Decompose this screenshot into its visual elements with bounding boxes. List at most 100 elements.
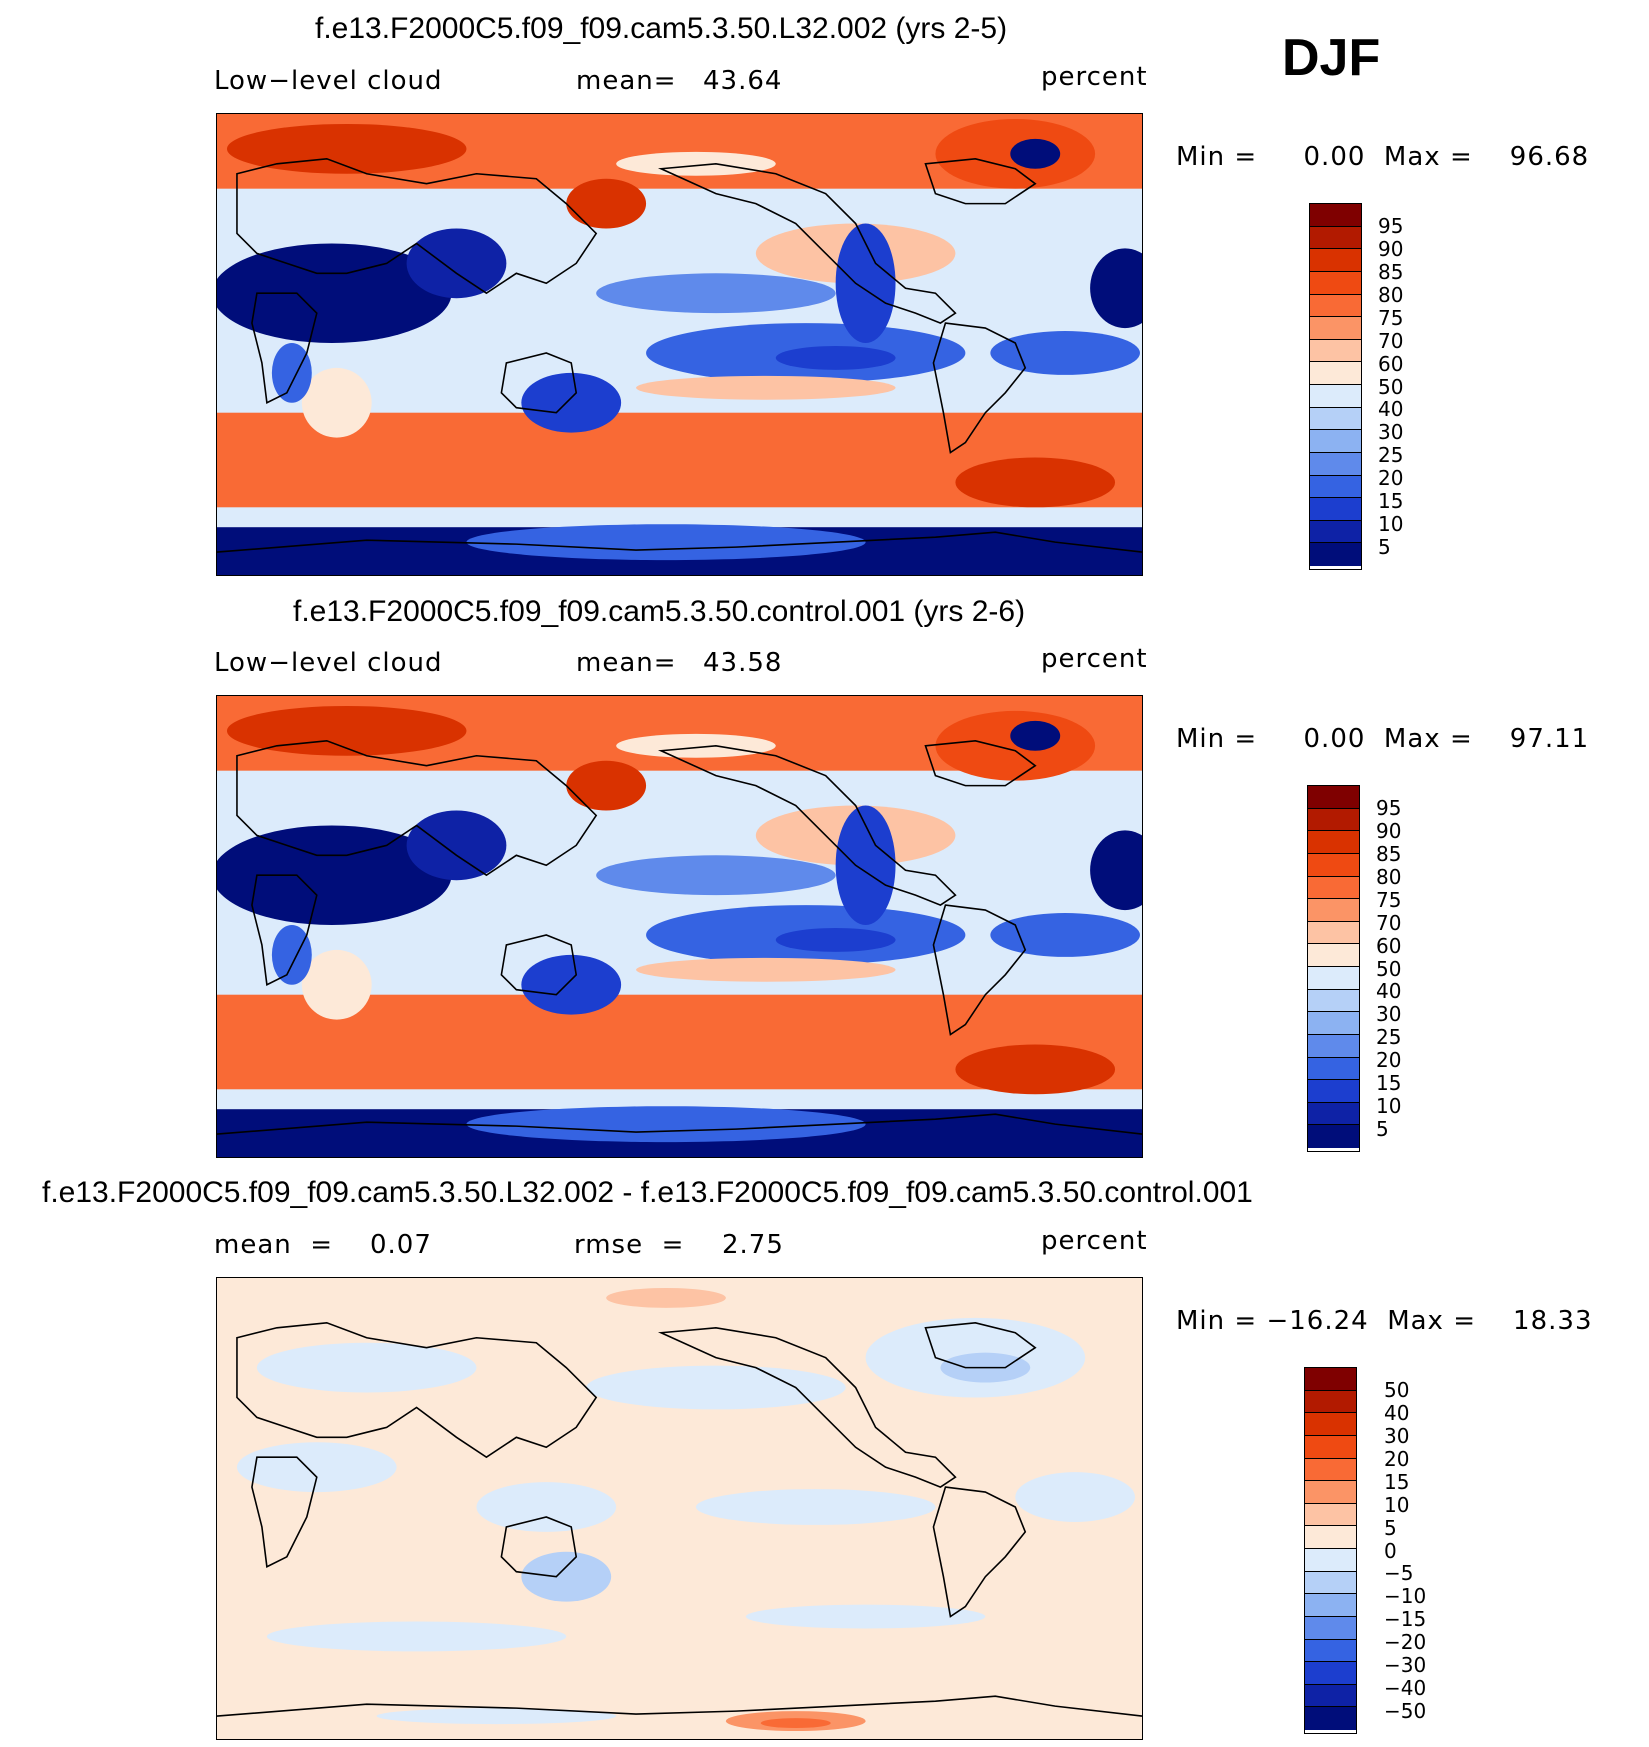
panel-2-map (216, 695, 1143, 1158)
colorbar-label: 30 (1384, 1423, 1410, 1448)
panel-1-map-svg (217, 114, 1142, 575)
colorbar-segment (1305, 1549, 1356, 1572)
colorbar-segment (1308, 1012, 1359, 1035)
colorbar-segment (1308, 921, 1359, 945)
colorbar-label: 5 (1376, 1117, 1389, 1142)
colorbar-label: 40 (1376, 979, 1402, 1004)
panel-1-variable-label: Low−level cloud (214, 66, 443, 96)
panel-2-map-svg (217, 696, 1142, 1157)
colorbar-label: 25 (1376, 1025, 1402, 1050)
season-label: DJF (1282, 29, 1381, 87)
panel-3-rmse-label: rmse = (574, 1230, 685, 1260)
colorbar-label: 5 (1378, 535, 1391, 560)
colorbar-label: 70 (1378, 328, 1404, 353)
colorbar-segment (1310, 339, 1361, 363)
colorbar-segment (1308, 831, 1359, 854)
colorbar-segment (1308, 944, 1359, 967)
panel-1-units: percent (1041, 62, 1148, 92)
panel-2-units: percent (1041, 644, 1148, 674)
panel-2-variable-label: Low−level cloud (214, 648, 443, 678)
colorbar-segment (1308, 808, 1359, 832)
colorbar-segment (1310, 385, 1361, 408)
colorbar-label: 0 (1384, 1538, 1397, 1563)
colorbar-segment (1308, 1102, 1359, 1126)
colorbar-label: 20 (1376, 1048, 1402, 1073)
colorbar-label: 70 (1376, 910, 1402, 935)
colorbar-label: 80 (1376, 864, 1402, 889)
colorbar-segment (1305, 1503, 1356, 1527)
colorbar-segment (1310, 249, 1361, 272)
colorbar-segment (1308, 1034, 1359, 1058)
panel-2-colorbar-segments (1308, 786, 1359, 1148)
colorbar-label: −30 (1384, 1653, 1427, 1678)
colorbar-segment (1308, 967, 1359, 990)
colorbar-label: 30 (1378, 420, 1404, 445)
colorbar-segment (1308, 853, 1359, 877)
colorbar-label: 50 (1376, 956, 1402, 981)
colorbar-segment (1308, 786, 1359, 809)
colorbar-segment (1308, 899, 1359, 922)
panel-1-mean-value: 43.64 (703, 66, 783, 96)
colorbar-label: 5 (1384, 1515, 1397, 1540)
colorbar-label: −20 (1384, 1630, 1427, 1655)
colorbar-segment (1310, 362, 1361, 385)
colorbar-segment (1310, 543, 1361, 566)
colorbar-segment (1310, 294, 1361, 318)
panel-2-mean-value: 43.58 (703, 648, 783, 678)
panel-1-colorbar-segments (1310, 204, 1361, 566)
colorbar-segment (1310, 475, 1361, 499)
colorbar-segment (1305, 1390, 1356, 1414)
colorbar-label: 60 (1378, 351, 1404, 376)
colorbar-label: 85 (1378, 259, 1404, 284)
colorbar-label: 10 (1384, 1492, 1410, 1517)
colorbar-segment (1305, 1707, 1356, 1730)
panel-3-map-svg (217, 1278, 1142, 1739)
colorbar-label: 50 (1378, 374, 1404, 399)
colorbar-label: 80 (1378, 282, 1404, 307)
colorbar-segment (1305, 1368, 1356, 1391)
colorbar-segment (1308, 1057, 1359, 1081)
colorbar-segment (1305, 1662, 1356, 1685)
colorbar-label: −50 (1384, 1699, 1427, 1724)
panel-1-title: f.e13.F2000C5.f09_f09.cam5.3.50.L32.002 … (315, 12, 1008, 45)
colorbar-segment (1305, 1616, 1356, 1640)
colorbar-label: 15 (1378, 489, 1404, 514)
colorbar-label: 15 (1384, 1469, 1410, 1494)
panel-2-minmax: Min = 0.00 Max = 97.11 (1176, 724, 1590, 754)
panel-3-map (216, 1277, 1143, 1740)
colorbar-label: −40 (1384, 1676, 1427, 1701)
colorbar-segment (1305, 1435, 1356, 1459)
colorbar-label: 20 (1384, 1446, 1410, 1471)
colorbar-segment (1305, 1481, 1356, 1504)
colorbar-segment (1308, 989, 1359, 1013)
colorbar-segment (1308, 1125, 1359, 1148)
colorbar-label: 75 (1376, 887, 1402, 912)
colorbar-segment (1305, 1458, 1356, 1482)
colorbar-segment (1305, 1639, 1356, 1663)
colorbar-segment (1305, 1594, 1356, 1617)
colorbar-label: 90 (1376, 818, 1402, 843)
colorbar-label: 60 (1376, 933, 1402, 958)
panel-3-minmax: Min = −16.24 Max = 18.33 (1176, 1306, 1593, 1336)
panel-2-colorbar (1307, 785, 1360, 1152)
panel-1-map (216, 113, 1143, 576)
colorbar-label: 30 (1376, 1002, 1402, 1027)
colorbar-label: 95 (1378, 213, 1404, 238)
colorbar-label: 10 (1378, 512, 1404, 537)
panel-3-mean-value: 0.07 (370, 1230, 432, 1260)
colorbar-segment (1308, 876, 1359, 900)
colorbar-segment (1310, 520, 1361, 544)
colorbar-label: 20 (1378, 466, 1404, 491)
panel-3-rmse-value: 2.75 (722, 1230, 784, 1260)
colorbar-segment (1310, 271, 1361, 295)
colorbar-label: 75 (1378, 305, 1404, 330)
colorbar-label: 95 (1376, 795, 1402, 820)
panel-3-units: percent (1041, 1226, 1148, 1256)
colorbar-label: −10 (1384, 1584, 1427, 1609)
colorbar-label: 40 (1378, 397, 1404, 422)
colorbar-label: −15 (1384, 1607, 1427, 1632)
colorbar-label: −5 (1384, 1561, 1414, 1586)
colorbar-segment (1305, 1413, 1356, 1436)
panel-1-colorbar (1309, 203, 1362, 570)
panel-3-colorbar-segments (1305, 1368, 1356, 1730)
